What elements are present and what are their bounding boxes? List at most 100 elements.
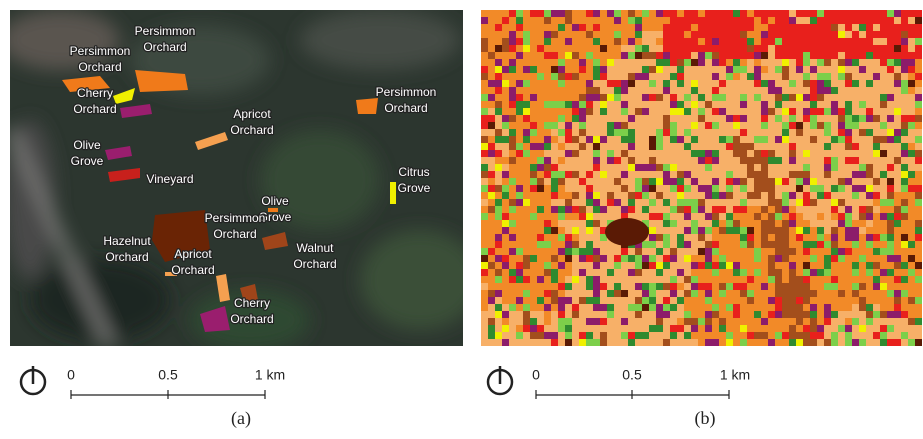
class-pixel [852, 66, 859, 73]
class-pixel [726, 122, 733, 129]
class-pixel [824, 339, 831, 346]
class-pixel [852, 150, 859, 157]
class-pixel [740, 206, 747, 213]
class-pixel [810, 241, 817, 248]
panel-caption: (a) [231, 408, 251, 429]
class-pixel [516, 290, 523, 297]
class-pixel [635, 94, 642, 101]
class-pixel [649, 339, 656, 346]
class-pixel [838, 94, 845, 101]
class-pixel [677, 101, 684, 108]
class-pixel [817, 269, 824, 276]
class-pixel [873, 192, 880, 199]
class-pixel [887, 171, 894, 178]
class-pixel [677, 171, 684, 178]
class-pixel [719, 290, 726, 297]
class-pixel [775, 45, 782, 52]
class-pixel [817, 136, 824, 143]
class-pixel [544, 94, 551, 101]
class-pixel [656, 17, 663, 24]
class-pixel [740, 241, 747, 248]
class-pixel [824, 59, 831, 66]
class-pixel [579, 178, 586, 185]
class-pixel [488, 248, 495, 255]
class-pixel [712, 199, 719, 206]
class-pixel [593, 24, 600, 31]
class-pixel [544, 80, 551, 87]
class-pixel [677, 283, 684, 290]
class-pixel [866, 94, 873, 101]
parcel-label: Persimmon [376, 85, 437, 99]
class-pixel [530, 325, 537, 332]
class-pixel [537, 38, 544, 45]
class-pixel [705, 311, 712, 318]
class-pixel [796, 115, 803, 122]
class-pixel [607, 206, 614, 213]
class-pixel [894, 339, 901, 346]
class-pixel [866, 199, 873, 206]
class-pixel [733, 17, 740, 24]
class-pixel [754, 283, 761, 290]
class-pixel [502, 87, 509, 94]
class-pixel [516, 143, 523, 150]
class-pixel [866, 185, 873, 192]
class-pixel [698, 185, 705, 192]
class-pixel [915, 255, 922, 262]
class-pixel [607, 143, 614, 150]
class-pixel [586, 311, 593, 318]
class-pixel [544, 31, 551, 38]
class-pixel [649, 185, 656, 192]
class-pixel [586, 241, 593, 248]
class-pixel [803, 59, 810, 66]
class-pixel [747, 108, 754, 115]
class-pixel [838, 38, 845, 45]
class-pixel [726, 52, 733, 59]
class-pixel [488, 199, 495, 206]
class-pixel [509, 325, 516, 332]
class-pixel [803, 220, 810, 227]
class-pixel [796, 143, 803, 150]
class-pixel [768, 185, 775, 192]
class-pixel [488, 31, 495, 38]
class-pixel [747, 143, 754, 150]
class-pixel [824, 269, 831, 276]
class-pixel [579, 59, 586, 66]
parcel-label: Orchard [143, 40, 186, 54]
class-pixel [600, 255, 607, 262]
class-pixel [684, 220, 691, 227]
class-pixel [481, 297, 488, 304]
class-pixel [558, 164, 565, 171]
class-pixel [901, 73, 908, 80]
class-pixel [635, 185, 642, 192]
class-pixel [614, 17, 621, 24]
class-pixel [684, 80, 691, 87]
class-pixel [656, 143, 663, 150]
class-pixel [880, 94, 887, 101]
class-pixel [621, 31, 628, 38]
class-pixel [544, 157, 551, 164]
class-pixel [894, 45, 901, 52]
class-pixel [663, 220, 670, 227]
class-pixel [649, 150, 656, 157]
class-pixel [488, 122, 495, 129]
class-pixel [803, 290, 810, 297]
class-pixel [642, 339, 649, 346]
class-pixel [775, 122, 782, 129]
class-pixel [733, 255, 740, 262]
class-pixel [502, 122, 509, 129]
class-pixel [831, 45, 838, 52]
class-pixel [691, 94, 698, 101]
class-pixel [747, 283, 754, 290]
class-pixel [635, 192, 642, 199]
class-pixel [495, 31, 502, 38]
class-pixel [649, 108, 656, 115]
class-pixel [495, 220, 502, 227]
class-pixel [768, 206, 775, 213]
class-pixel [523, 115, 530, 122]
class-pixel [656, 206, 663, 213]
class-pixel [628, 80, 635, 87]
class-pixel [740, 164, 747, 171]
class-pixel [649, 283, 656, 290]
class-pixel [824, 297, 831, 304]
class-pixel [691, 38, 698, 45]
